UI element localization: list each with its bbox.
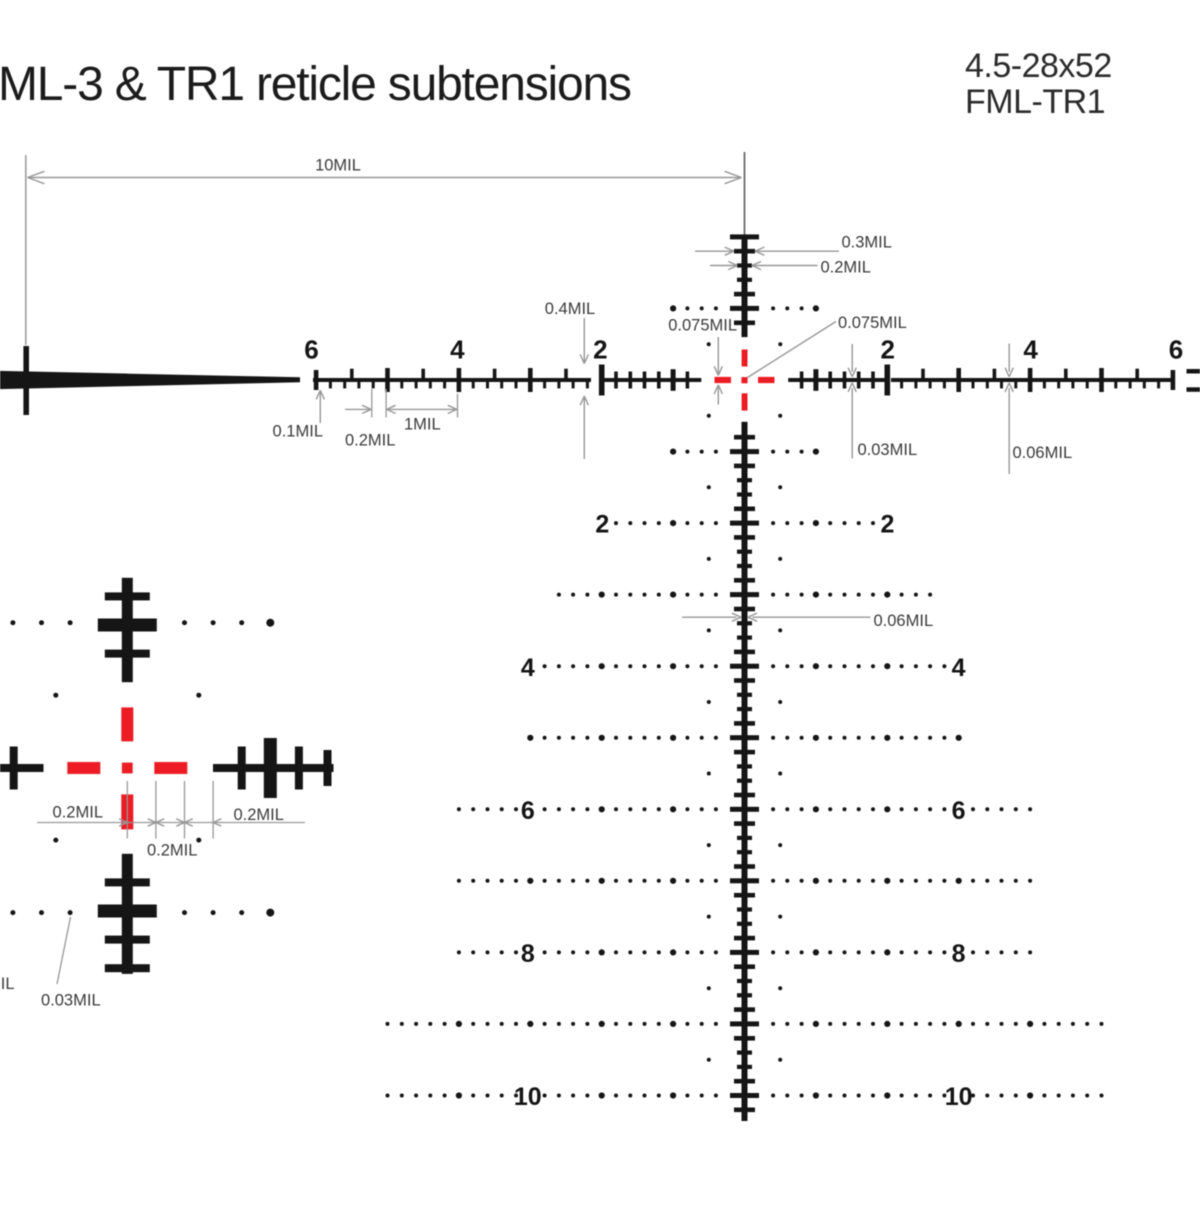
- svg-text:6: 6: [304, 335, 318, 365]
- svg-text:0.075MIL: 0.075MIL: [838, 314, 907, 332]
- svg-text:10MIL: 10MIL: [315, 157, 361, 175]
- svg-text:2: 2: [595, 510, 609, 538]
- svg-text:ML-3 & TR1 reticle subtensions: ML-3 & TR1 reticle subtensions: [0, 58, 631, 111]
- svg-text:4.5-28x52: 4.5-28x52: [965, 47, 1112, 85]
- svg-text:IL: IL: [1, 975, 15, 993]
- svg-text:10: 10: [945, 1083, 973, 1111]
- svg-text:0.2MIL: 0.2MIL: [234, 806, 284, 824]
- svg-text:0.2MIL: 0.2MIL: [53, 804, 103, 822]
- svg-text:4: 4: [1023, 335, 1038, 365]
- svg-text:0.06MIL: 0.06MIL: [1013, 444, 1073, 462]
- svg-text:4: 4: [521, 654, 535, 682]
- svg-text:6: 6: [1169, 335, 1183, 365]
- svg-text:2: 2: [880, 335, 894, 365]
- svg-text:0.03MIL: 0.03MIL: [858, 441, 918, 459]
- svg-text:FML-TR1: FML-TR1: [965, 83, 1105, 121]
- svg-text:0.2MIL: 0.2MIL: [821, 259, 871, 277]
- svg-text:6: 6: [952, 797, 966, 825]
- svg-text:0.06MIL: 0.06MIL: [874, 612, 934, 630]
- svg-text:0.2MIL: 0.2MIL: [345, 432, 395, 450]
- svg-text:0.2MIL: 0.2MIL: [147, 842, 197, 860]
- svg-text:8: 8: [952, 940, 966, 968]
- svg-text:0.1MIL: 0.1MIL: [273, 423, 323, 441]
- svg-text:2: 2: [593, 335, 607, 365]
- svg-text:0.075MIL: 0.075MIL: [668, 317, 737, 335]
- svg-text:4: 4: [952, 654, 966, 682]
- svg-text:4: 4: [450, 335, 465, 365]
- svg-text:10: 10: [514, 1083, 542, 1111]
- svg-text:2: 2: [881, 510, 895, 538]
- svg-text:8: 8: [521, 940, 535, 968]
- svg-text:6: 6: [521, 797, 535, 825]
- svg-text:1MIL: 1MIL: [404, 416, 441, 434]
- svg-text:0.03MIL: 0.03MIL: [41, 992, 101, 1010]
- svg-text:0.3MIL: 0.3MIL: [842, 234, 892, 252]
- svg-text:0.4MIL: 0.4MIL: [545, 300, 595, 318]
